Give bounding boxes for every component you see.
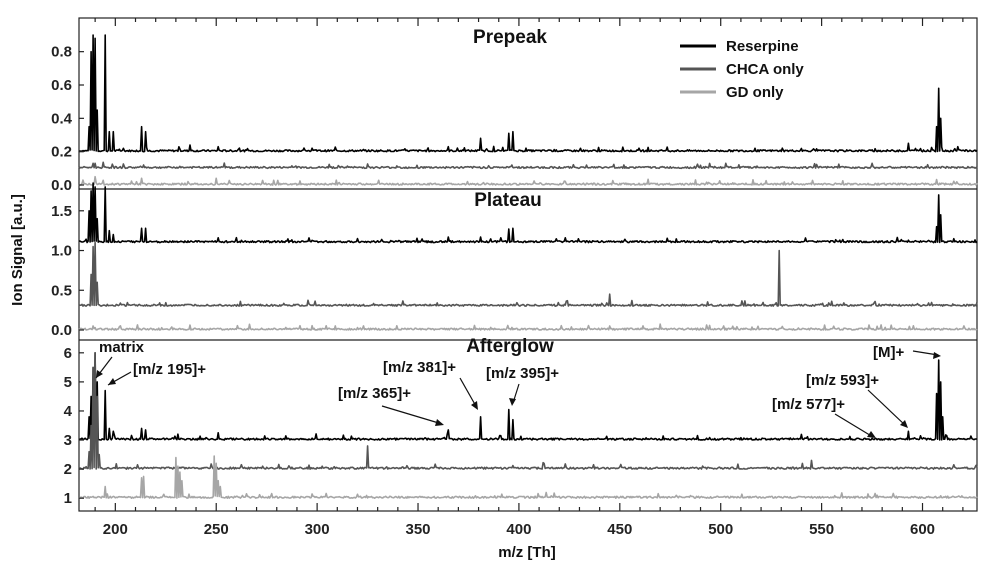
y-tick-label: 0.8 (51, 44, 72, 61)
trace-gd-only-plateau (78, 323, 978, 331)
y-axes: 0.0 0.2 0.4 0.6 0.8 0.0 0.5 1.0 1.5 1 2 3 4 5 6 (51, 44, 84, 507)
trace-reserpine-afterglow (78, 351, 977, 441)
trace-chca-only-prepeak (78, 161, 978, 170)
annotation-mz593: [m/z 593]+ (806, 372, 879, 389)
trace-gd-only-afterglow (78, 455, 978, 500)
annotation-mz381-arrowhead (471, 401, 478, 410)
annotation-molecular-ion: [M]+ (873, 344, 904, 361)
x-tick-label: 400 (506, 521, 531, 538)
legend-label-gd: GD only (726, 84, 784, 101)
x-tick-label: 350 (406, 521, 431, 538)
y-tick-label: 5 (64, 374, 72, 391)
trace-reserpine-plateau (78, 182, 978, 244)
x-axis-title: m/z [Th] (498, 544, 556, 561)
legend-label-reserpine: Reserpine (726, 38, 799, 55)
trace-chca-only-plateau (78, 241, 978, 308)
trace-chca-only-afterglow (78, 351, 978, 470)
legend-label-chca: CHCA only (726, 61, 804, 78)
annotation-mz593-arrow (867, 389, 907, 427)
y-tick-label: 6 (64, 345, 72, 362)
panel-title-prepeak: Prepeak (473, 27, 547, 48)
legend: Reserpine CHCA only GD only (680, 38, 804, 101)
annotation-mz577-arrowhead (867, 431, 876, 438)
annotation-molecular-ion-arrowhead (933, 352, 941, 359)
annotation-mz577: [m/z 577]+ (772, 396, 845, 413)
y-tick-label: 1 (64, 490, 72, 507)
x-tick-label: 450 (607, 521, 632, 538)
annotation-mz195-arrowhead (108, 378, 116, 385)
x-tick-label: 200 (103, 521, 128, 538)
y-tick-label: 0.6 (51, 77, 72, 94)
annotation-mz395: [m/z 395]+ (486, 365, 559, 382)
annotation-mz593-arrowhead (900, 420, 908, 428)
annotations: matrix [m/z 195]+ [m/z 365]+ [m/z 381]+ … (95, 339, 941, 438)
y-axis-title: Ion Signal [a.u.] (9, 194, 26, 306)
plot-frame (78, 17, 978, 512)
panel-title-plateau: Plateau (474, 190, 542, 211)
x-axis: 200 250 300 350 400 450 500 550 600 (94, 18, 964, 538)
x-tick-label: 300 (305, 521, 330, 538)
y-tick-label: 1.0 (51, 243, 72, 260)
y-tick-label: 4 (64, 403, 73, 420)
y-tick-label: 1.5 (51, 203, 72, 220)
x-tick-label: 500 (708, 521, 733, 538)
y-tick-label: 0.2 (51, 144, 72, 161)
trace-gd-only-prepeak (78, 175, 978, 186)
annotation-mz195: [m/z 195]+ (133, 361, 206, 378)
y-tick-label: 0.0 (51, 177, 72, 194)
y-tick-label: 0.5 (51, 282, 72, 299)
annotation-matrix-arrowhead (96, 370, 103, 378)
annotation-mz365: [m/z 365]+ (338, 385, 411, 402)
spectrum-traces (78, 34, 978, 500)
x-tick-label: 600 (910, 521, 935, 538)
annotation-matrix: matrix (99, 339, 145, 356)
x-tick-label: 250 (204, 521, 229, 538)
annotation-mz365-arrowhead (435, 419, 444, 426)
annotation-mz381: [m/z 381]+ (383, 359, 456, 376)
annotation-mz577-arrow (834, 413, 874, 438)
y-tick-label: 0.0 (51, 322, 72, 339)
y-tick-label: 2 (64, 461, 72, 478)
annotation-mz365-arrow (381, 405, 443, 425)
trace-reserpine-prepeak (78, 34, 978, 153)
y-tick-label: 3 (64, 432, 72, 449)
panel-title-afterglow: Afterglow (466, 336, 554, 357)
x-tick-label: 550 (809, 521, 834, 538)
annotation-mz395-arrowhead (509, 398, 516, 406)
y-tick-label: 0.4 (51, 110, 73, 127)
